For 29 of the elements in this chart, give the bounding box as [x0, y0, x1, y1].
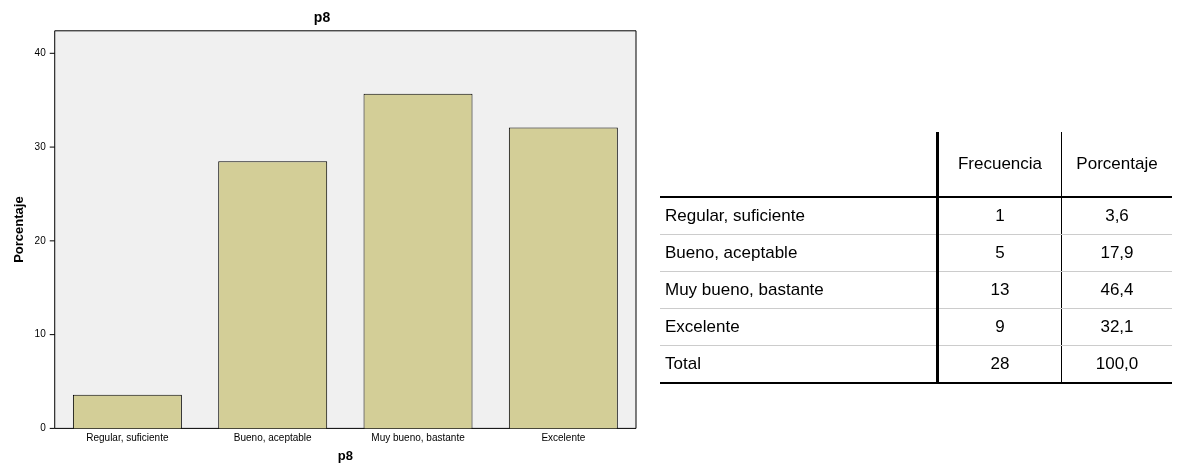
data-label: 9	[995, 317, 1005, 336]
category-label: Muy bueno, bastante	[660, 271, 938, 309]
x-tick-label: Regular, suficiente	[86, 432, 169, 444]
data-label: 100,0	[1095, 354, 1139, 373]
x-tick-label: Bueno, aceptable	[233, 432, 313, 444]
y-tick-label: 10	[34, 328, 47, 340]
text: Porcentaje	[1061, 132, 1172, 197]
category-label: Bueno, aceptable	[660, 234, 938, 272]
data-label: 13	[990, 280, 1010, 299]
data-label: 3,6	[1105, 206, 1129, 225]
category-label: Regular, suficiente	[660, 197, 938, 235]
data-label: 28	[990, 354, 1010, 373]
category-label: Total	[660, 345, 938, 383]
y-axis-title: Porcentaje	[11, 196, 27, 263]
data-label: 1	[995, 206, 1005, 225]
y-tick-label: 0	[40, 422, 47, 434]
data-label: 5	[995, 243, 1005, 262]
y-tick-label: 30	[34, 140, 47, 152]
y-tick-label: 40	[34, 47, 47, 59]
chart-title: p8	[313, 9, 331, 26]
data-label: 32,1	[1100, 317, 1134, 336]
y-tick-label: 20	[34, 234, 47, 246]
x-tick-label: Excelente	[541, 432, 586, 444]
x-axis-title: p8	[337, 447, 353, 463]
x-tick-label: Muy bueno, bastante	[371, 432, 466, 444]
text: Frecuencia	[937, 132, 1062, 197]
data-label: 17,9	[1100, 243, 1134, 262]
data-label: 46,4	[1100, 280, 1134, 299]
category-label: Excelente	[660, 308, 938, 346]
